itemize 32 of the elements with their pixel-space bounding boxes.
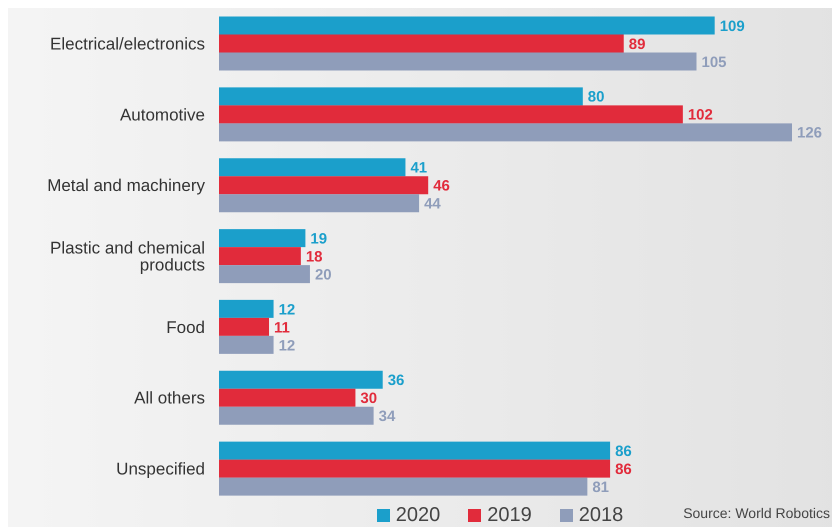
data-label: 36 [388,372,404,390]
y-tick-label: Automotive [120,105,205,124]
source-note: Source: World Robotics [683,505,830,521]
data-label: 18 [306,248,323,266]
data-label: 12 [278,301,296,318]
y-tick-label: Plastic and chemical products [50,238,205,275]
data-label: 126 [797,124,822,142]
legend-label: 2019 [487,504,532,527]
data-label: 86 [615,442,632,460]
y-tick-label: Electrical/electronics [50,34,205,54]
data-label: 46 [433,178,450,195]
data-label: 41 [410,160,428,177]
data-label: 20 [314,266,332,284]
data-label: 86 [615,460,632,478]
data-label: 11 [274,319,290,336]
y-tick-label: All others [134,388,205,408]
data-label: 44 [424,196,442,213]
y-tick-label: Metal and machinery [47,176,206,196]
y-tick-label: Food [166,318,205,337]
data-label: 81 [592,478,610,496]
data-label: 109 [720,18,745,35]
data-label: 105 [702,54,727,71]
data-label: 34 [378,408,396,426]
legend-label: 2018 [578,504,624,527]
data-label: 102 [688,106,713,124]
data-label: 89 [628,36,646,53]
data-label: 80 [588,88,604,106]
y-tick-label: Unspecified [116,460,205,479]
legend-label: 2020 [396,504,440,527]
data-label: 30 [360,390,378,408]
data-label: 12 [278,337,296,354]
data-label: 19 [310,230,328,248]
